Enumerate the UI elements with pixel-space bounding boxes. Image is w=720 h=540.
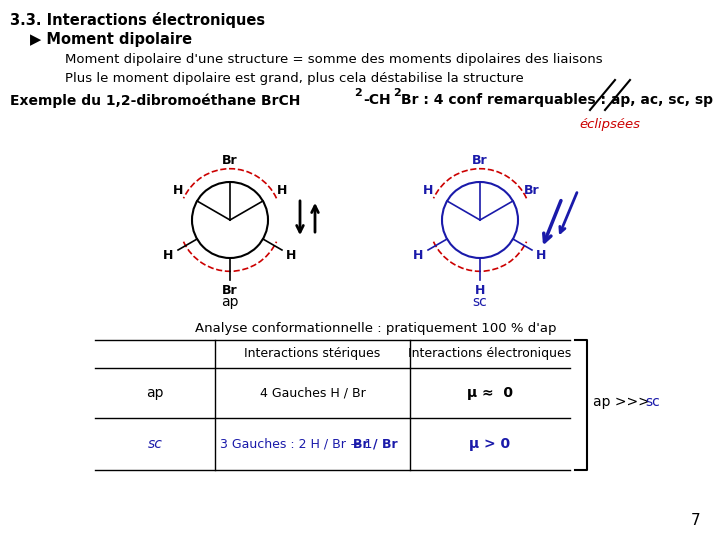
Text: H: H	[423, 184, 433, 197]
Text: Br / Br: Br / Br	[353, 437, 397, 450]
Text: 2: 2	[354, 88, 361, 98]
Text: Br : 4 conf remarquables : ap, ac, sc, sp: Br : 4 conf remarquables : ap, ac, sc, s…	[401, 93, 713, 107]
Text: 3 Gauches : 2 H / Br + 1: 3 Gauches : 2 H / Br + 1	[220, 437, 377, 450]
Text: ap: ap	[146, 386, 163, 400]
Text: Exemple du 1,2-dibromоéthane BrCH: Exemple du 1,2-dibromоéthane BrCH	[10, 93, 300, 107]
Text: Moment dipolaire d'une structure = somme des moments dipolaires des liaisons: Moment dipolaire d'une structure = somme…	[65, 53, 603, 66]
Text: sc: sc	[472, 295, 487, 309]
Text: Br: Br	[222, 153, 238, 166]
Text: 2: 2	[393, 88, 401, 98]
Text: H: H	[163, 249, 174, 262]
Text: Br: Br	[472, 153, 488, 166]
Text: Interactions électroniques: Interactions électroniques	[408, 348, 572, 361]
Text: 3.3. Interactions électroniques: 3.3. Interactions électroniques	[10, 12, 265, 28]
Text: H: H	[287, 249, 297, 262]
Text: μ > 0: μ > 0	[469, 437, 510, 451]
Text: 7: 7	[690, 513, 700, 528]
Text: H: H	[173, 184, 183, 197]
Text: H: H	[536, 249, 546, 262]
Text: Interactions stériques: Interactions stériques	[244, 348, 381, 361]
Text: sc: sc	[148, 437, 163, 451]
Text: ▶ Moment dipolaire: ▶ Moment dipolaire	[30, 32, 192, 47]
Text: éclipsées: éclipsées	[580, 118, 641, 131]
Text: Plus le moment dipolaire est grand, plus cela déstabilise la structure: Plus le moment dipolaire est grand, plus…	[65, 72, 523, 85]
Text: Br: Br	[524, 184, 540, 197]
Text: Analyse conformationnelle : pratiquement 100 % d'ap: Analyse conformationnelle : pratiquement…	[195, 322, 557, 335]
Text: Br: Br	[222, 285, 238, 298]
Text: 4 Gauches H / Br: 4 Gauches H / Br	[260, 387, 365, 400]
Text: μ ≈  0: μ ≈ 0	[467, 386, 513, 400]
Text: H: H	[276, 184, 287, 197]
Text: H: H	[413, 249, 423, 262]
Text: sc: sc	[645, 395, 660, 409]
Text: -CH: -CH	[363, 93, 391, 107]
Text: H: H	[474, 285, 485, 298]
Text: ap: ap	[221, 295, 239, 309]
Text: ap >>>: ap >>>	[593, 395, 654, 409]
